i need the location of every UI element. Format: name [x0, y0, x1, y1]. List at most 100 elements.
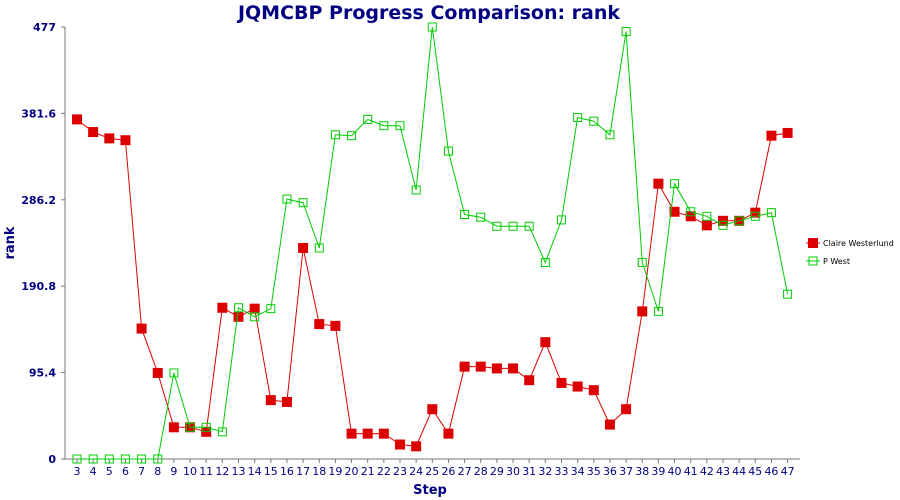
data-point: [72, 454, 82, 464]
data-point: [347, 131, 357, 141]
data-point: [508, 363, 519, 374]
x-tick-label: 9: [170, 465, 177, 478]
x-tick-label: 28: [474, 465, 488, 478]
x-tick-label: 22: [377, 465, 391, 478]
data-point: [637, 306, 648, 317]
x-tick-label: 13: [232, 465, 246, 478]
x-ticks: 3 4 5 6 7 8 9 10 11 12 13 14 15 16 17 18 19 20 21 22 23 24 25 2…: [74, 459, 795, 478]
data-point: [508, 221, 518, 231]
y-axis-label: rank: [3, 226, 18, 259]
x-tick-label: 25: [425, 465, 439, 478]
x-tick-label: 43: [716, 465, 730, 478]
series-line: [77, 26, 789, 460]
data-point: [217, 302, 228, 313]
data-point: [492, 221, 502, 231]
y-tick-label: 381.6: [21, 107, 56, 120]
x-tick-label: 21: [361, 465, 375, 478]
x-tick-label: 20: [345, 465, 359, 478]
data-point: [557, 215, 566, 225]
x-tick-label: 32: [538, 465, 552, 478]
x-tick-label: 40: [668, 465, 682, 478]
legend-item: Claire Westerlund: [806, 238, 894, 248]
x-tick-label: 30: [506, 465, 520, 478]
data-point: [378, 428, 389, 439]
data-point: [265, 395, 276, 406]
data-point: [427, 404, 438, 415]
data-point: [120, 454, 130, 464]
x-tick-label: 23: [393, 465, 407, 478]
x-tick-label: 16: [280, 465, 294, 478]
data-point: [249, 303, 260, 314]
x-tick-label: 47: [781, 465, 795, 478]
x-tick-label: 15: [264, 465, 278, 478]
data-point: [201, 422, 211, 432]
x-tick-label: 31: [522, 465, 536, 478]
data-point: [362, 428, 373, 439]
data-point: [185, 422, 195, 432]
series-1: [72, 114, 793, 452]
data-point: [298, 242, 309, 253]
x-tick-label: 35: [587, 465, 601, 478]
data-point: [153, 454, 163, 464]
data-point: [395, 439, 405, 450]
data-point: [266, 304, 276, 314]
data-point: [653, 178, 664, 189]
x-tick-label: 14: [248, 465, 262, 478]
data-point: [686, 207, 696, 217]
x-tick-label: 26: [441, 465, 455, 478]
data-point: [217, 427, 227, 437]
x-axis-label: Step: [413, 483, 447, 498]
data-point: [282, 194, 292, 204]
x-tick-label: 27: [458, 465, 472, 478]
data-point: [88, 127, 99, 138]
data-point: [782, 127, 793, 138]
x-tick-label: 12: [215, 465, 229, 478]
data-point: [702, 211, 712, 221]
data-point: [330, 320, 341, 331]
data-point: [750, 211, 760, 221]
data-point: [701, 220, 712, 231]
axes: [64, 27, 800, 460]
legend-marker: [808, 238, 818, 248]
x-tick-label: 46: [764, 465, 778, 478]
data-point: [476, 212, 486, 222]
series-line: [76, 119, 788, 447]
x-tick-label: 18: [312, 465, 326, 478]
data-point: [443, 428, 454, 439]
y-ticks: 0 95.4 190.8 286.2 381.6 477: [21, 21, 65, 466]
x-tick-label: 8: [154, 465, 161, 478]
data-point: [233, 311, 244, 322]
x-tick-label: 7: [138, 465, 145, 478]
legend-item: P West: [806, 256, 850, 266]
x-tick-label: 29: [490, 465, 504, 478]
x-tick-label: 42: [700, 465, 714, 478]
data-point: [524, 375, 535, 386]
data-point: [766, 130, 777, 141]
data-point: [411, 185, 421, 195]
x-tick-label: 24: [409, 465, 423, 478]
legend-label: Claire Westerlund: [823, 239, 894, 248]
chart-title: JQMCBP Progress Comparison: rank: [236, 2, 620, 24]
data-point: [734, 216, 744, 226]
data-point: [524, 221, 534, 231]
data-point: [475, 361, 486, 372]
x-tick-label: 33: [555, 465, 569, 478]
x-tick-label: 36: [603, 465, 617, 478]
data-point: [314, 319, 325, 330]
data-point: [766, 208, 776, 218]
y-tick-label: 0: [48, 453, 56, 466]
data-point: [234, 303, 243, 313]
data-point: [363, 114, 373, 124]
data-point: [637, 257, 647, 267]
data-point: [298, 198, 308, 208]
x-tick-label: 34: [571, 465, 585, 478]
data-point: [491, 363, 502, 374]
x-tick-label: 17: [296, 465, 310, 478]
x-tick-label: 10: [183, 465, 197, 478]
data-point: [588, 385, 599, 396]
data-point: [152, 367, 163, 378]
x-tick-label: 39: [651, 465, 665, 478]
legend-marker: [808, 256, 818, 266]
data-point: [168, 422, 179, 433]
